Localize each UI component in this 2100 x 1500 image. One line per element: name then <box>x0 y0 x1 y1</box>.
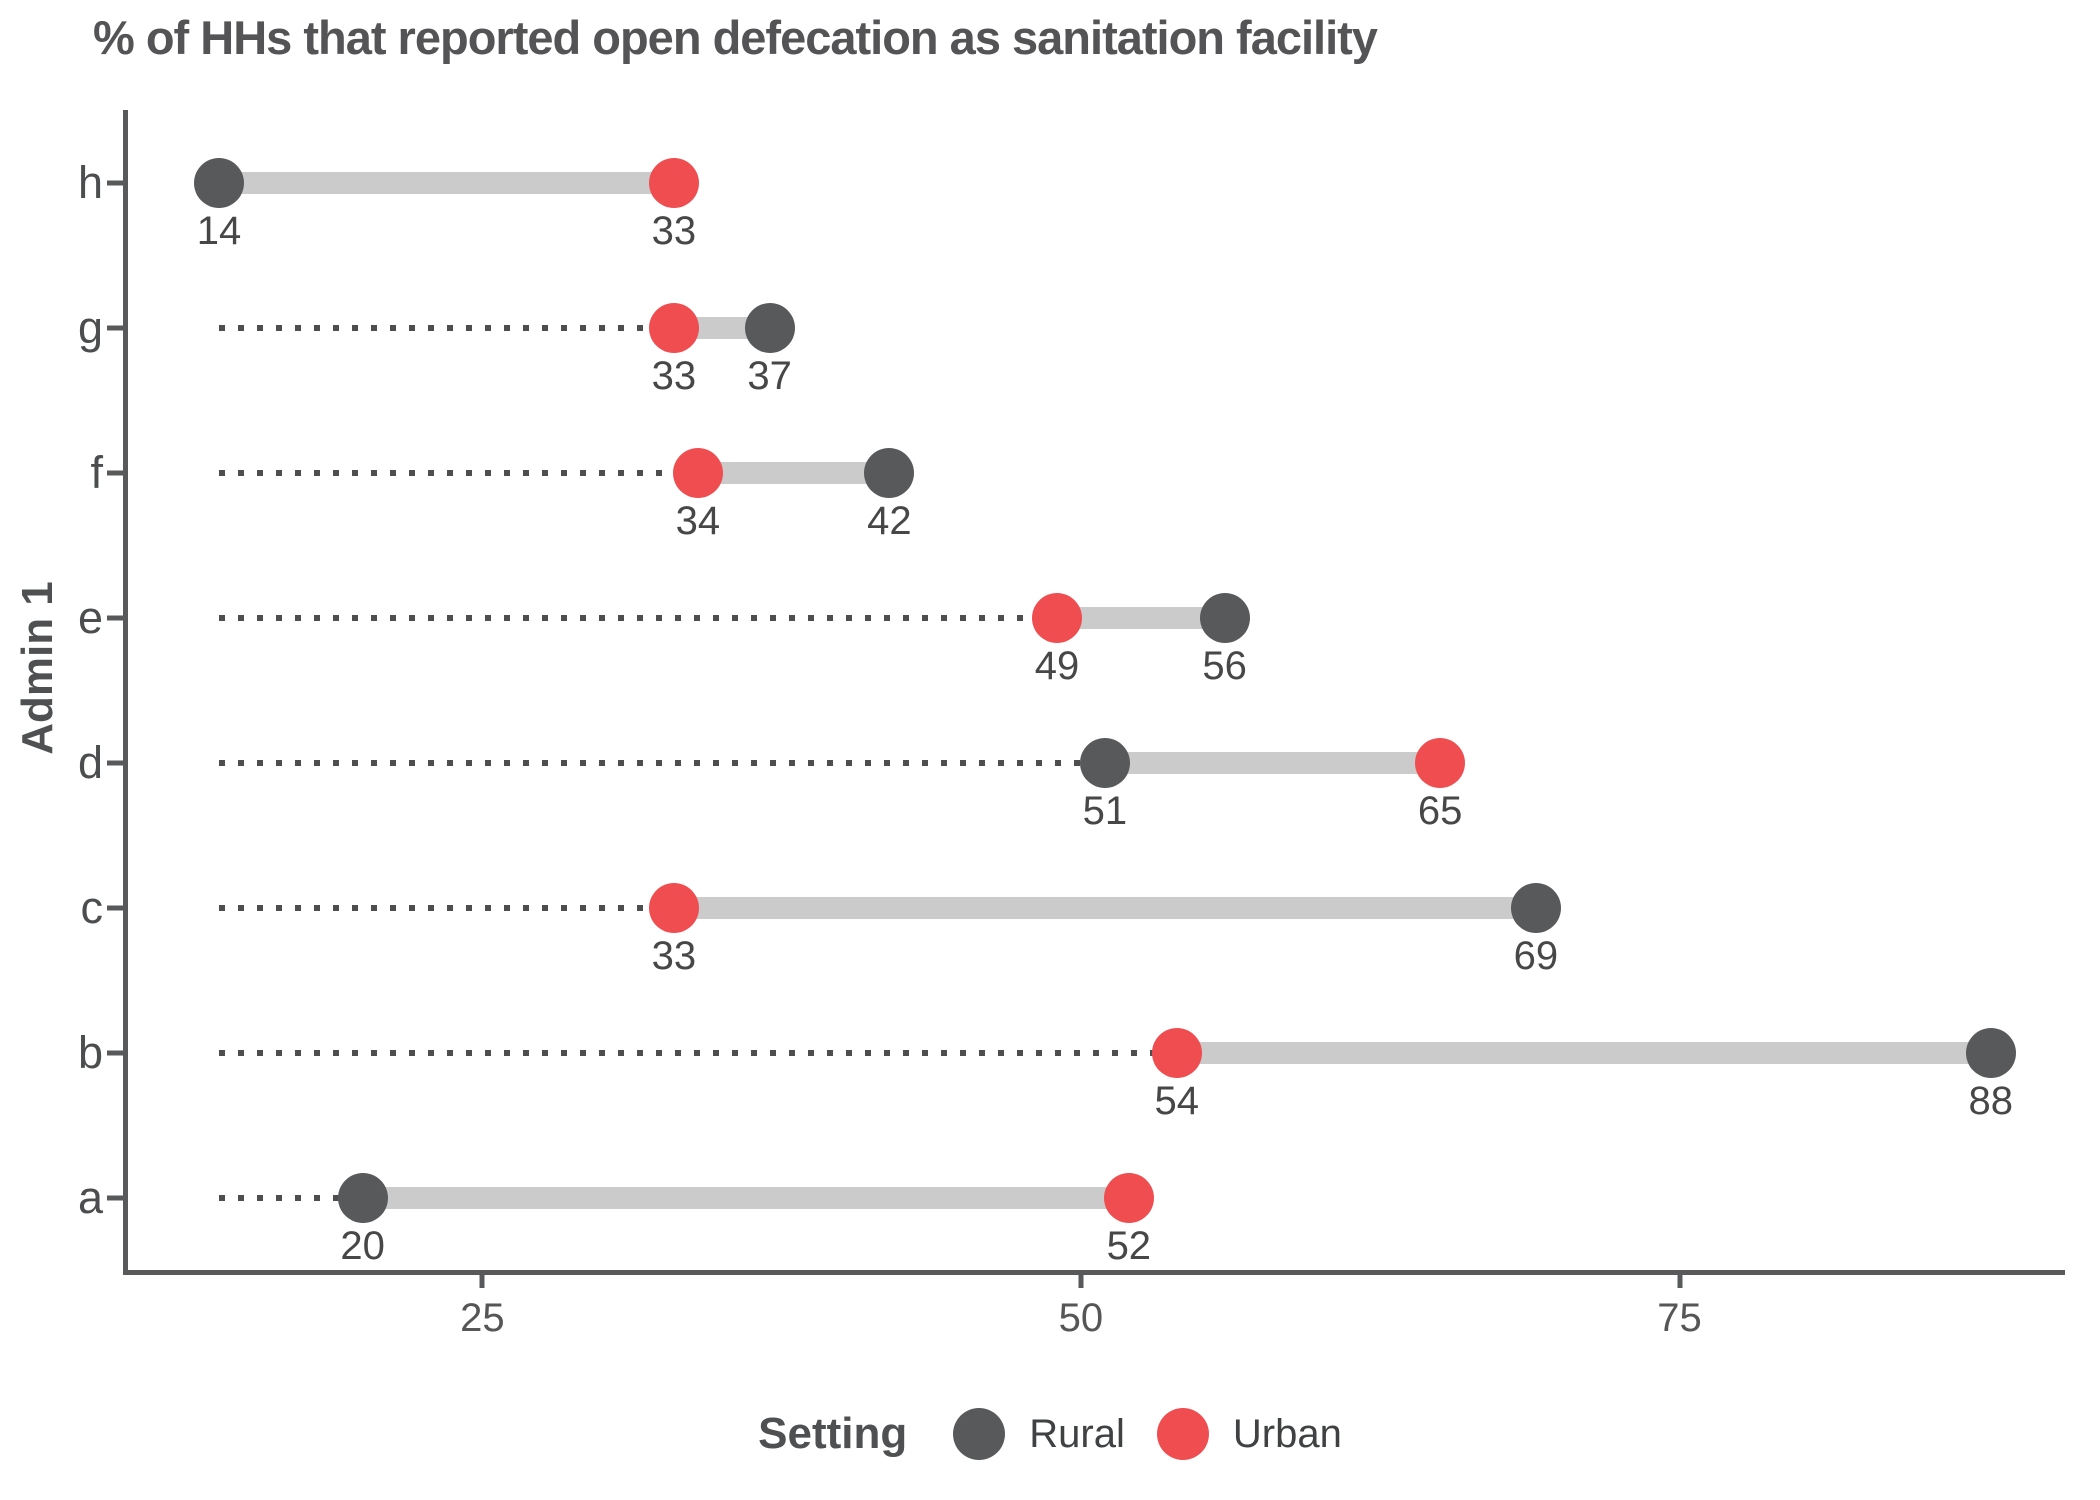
y-axis-tick <box>107 1050 128 1055</box>
urban-legend-label: Urban <box>1232 1411 1342 1456</box>
rural-value-label: 69 <box>1513 933 1559 978</box>
rural-value-label: 20 <box>340 1223 385 1268</box>
dumbbell-row: b 88 54 <box>78 980 2065 1125</box>
connector-bar <box>362 1186 1129 1209</box>
rural-dot <box>744 302 795 353</box>
rural-value-label: 88 <box>1968 1078 2014 1123</box>
y-axis-tick <box>107 180 128 185</box>
rural-dot <box>337 1172 388 1223</box>
rural-value-label: 37 <box>747 353 792 398</box>
category-label: a <box>77 1171 103 1223</box>
y-axis-tick <box>107 1195 128 1200</box>
leader-dotted-line <box>218 1194 363 1201</box>
urban-value-label: 34 <box>675 498 721 543</box>
dumbbell-row: f 42 34 <box>90 400 2065 545</box>
rural-dot <box>1079 737 1130 788</box>
x-axis-tick <box>1677 1270 1682 1288</box>
connector-bar <box>697 461 890 484</box>
urban-value-label: 49 <box>1034 643 1080 688</box>
legend-entry-urban: Urban <box>1156 1408 1342 1460</box>
dumbbell-row: c 69 33 <box>81 835 2065 980</box>
urban-value-label: 33 <box>651 353 697 398</box>
rural-dot <box>864 447 915 498</box>
x-axis-tick-label: 50 <box>1058 1296 1104 1340</box>
rural-value-label: 51 <box>1082 788 1128 833</box>
y-axis-tick <box>107 905 128 910</box>
leader-dotted-line <box>218 614 1057 621</box>
plot-panel: h 14 33 g 37 33 f 42 34 e 56 49 d 51 65 c 69 33 b 88 54 a 20 52… <box>78 110 2065 1340</box>
leader-dotted-line <box>218 904 674 911</box>
urban-dot <box>1031 592 1082 643</box>
urban-dot <box>1103 1172 1154 1223</box>
x-axis-tick-label: 25 <box>460 1296 505 1340</box>
rural-legend-swatch <box>953 1408 1006 1460</box>
urban-legend-swatch <box>1156 1408 1209 1460</box>
urban-dot <box>648 882 699 933</box>
connector-bar <box>218 171 674 194</box>
leader-dotted-line <box>218 1049 1177 1056</box>
legend-entry-rural: Rural <box>953 1408 1125 1460</box>
x-axis-tick <box>1078 1270 1084 1288</box>
urban-value-label: 33 <box>651 933 697 978</box>
category-label: f <box>90 446 103 498</box>
urban-value-label: 52 <box>1106 1223 1152 1268</box>
dumbbell-row: d 51 65 <box>78 690 2065 835</box>
urban-value-label: 65 <box>1417 788 1463 833</box>
connector-bar <box>1176 1041 1991 1064</box>
legend-title: Setting <box>758 1409 908 1458</box>
category-label: g <box>77 301 103 353</box>
urban-dot <box>1151 1027 1202 1078</box>
rural-dot <box>1965 1027 2016 1078</box>
urban-dot <box>648 157 699 208</box>
category-label: d <box>77 736 103 788</box>
leader-dotted-line <box>218 324 674 331</box>
y-axis-tick <box>107 470 128 475</box>
y-axis-title: Admin 1 <box>13 581 62 755</box>
legend: Setting Rural Urban <box>0 1402 2100 1466</box>
category-label: e <box>77 591 103 643</box>
category-label: c <box>80 881 104 933</box>
rural-legend-label: Rural <box>1029 1411 1125 1456</box>
category-label: b <box>77 1026 103 1078</box>
urban-dot <box>672 447 723 498</box>
rural-value-label: 14 <box>196 208 242 253</box>
dumbbell-row: a 20 52 <box>78 1125 2065 1270</box>
category-label: h <box>77 156 103 208</box>
dumbbell-row: g 37 33 <box>78 255 2065 400</box>
dumbbell-row: e 56 49 <box>78 545 2065 690</box>
chart-title: % of HHs that reported open defecation a… <box>93 11 1378 64</box>
urban-dot <box>648 302 699 353</box>
x-axis-tick-label: 75 <box>1657 1296 1702 1340</box>
y-axis-tick <box>107 325 128 330</box>
leader-dotted-line <box>218 759 1105 766</box>
urban-value-label: 54 <box>1154 1078 1199 1123</box>
rural-dot <box>1199 592 1250 643</box>
y-axis-tick <box>107 760 128 765</box>
urban-dot <box>1415 737 1466 788</box>
connector-bar <box>1104 751 1441 774</box>
x-axis-tick <box>479 1270 485 1288</box>
rural-dot <box>193 157 244 208</box>
rural-value-label: 56 <box>1202 643 1247 688</box>
urban-value-label: 33 <box>651 208 697 253</box>
y-axis-tick <box>107 615 128 620</box>
rural-dot <box>1510 882 1561 933</box>
connector-bar <box>673 896 1536 919</box>
connector-bar <box>1056 606 1225 629</box>
leader-dotted-line <box>218 469 698 476</box>
rural-value-label: 42 <box>867 498 912 543</box>
dumbbell-row: h 14 33 <box>78 110 2065 255</box>
